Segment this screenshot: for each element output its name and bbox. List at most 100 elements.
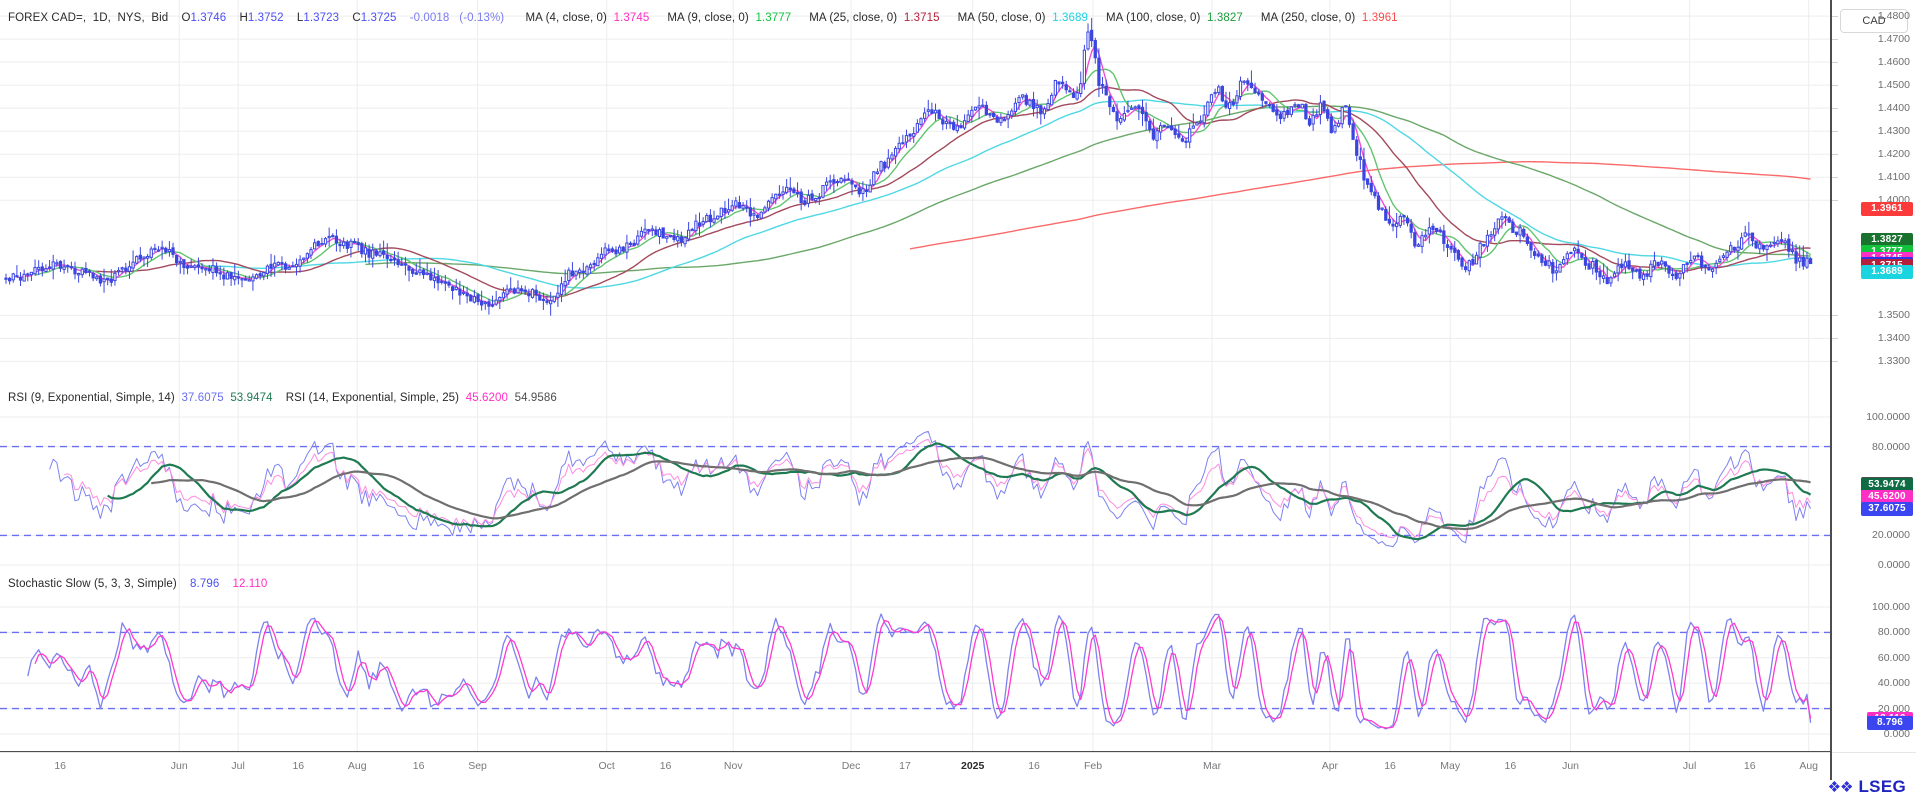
time-axis-label: 16 (1504, 760, 1517, 772)
time-axis-label: Oct (598, 760, 615, 772)
price-axis[interactable]: CAD 1.4800 1.4700 1.4600 1.4500 1.4400 1.4300… (1830, 0, 1916, 389)
interval-label[interactable]: 1D (92, 12, 108, 24)
low-key: L (296, 12, 304, 24)
stochastic-value-tag-1[interactable]: 8.796 (1867, 715, 1913, 730)
rsi-value-tag-2[interactable]: 45.6200 (1861, 490, 1913, 505)
time-axis-label: Dec (841, 760, 861, 772)
ma-legend-value-5: 1.3961 (1361, 12, 1398, 24)
ma-legend-label-0[interactable]: MA (4, close, 0) (525, 12, 607, 24)
tick-mark (1832, 177, 1838, 179)
price-value-tag-1[interactable]: 1.3827 (1861, 233, 1913, 248)
time-axis[interactable]: 16 Jun Jul 16 Aug 16 Sep Oct 16 Nov Dec 17 2025 16 Feb… (0, 752, 1916, 781)
rsi-legend-label-1[interactable]: RSI (14, Exponential, Simple, 25) (285, 392, 460, 404)
rsi-value-tag-3[interactable]: 37.6075 (1861, 502, 1913, 517)
rsi-legend-value-a-0: 37.6075 (181, 392, 224, 404)
rsi-legend-value-b-1: 54.9586 (514, 392, 557, 404)
time-axis-label: Jul (231, 760, 245, 772)
change-value: -0.0018 (409, 12, 450, 24)
price-plot[interactable] (0, 0, 1830, 389)
tick-mark (1832, 154, 1838, 156)
stochastic-tick-label: 80.000 (1877, 626, 1910, 639)
tick-mark (1832, 315, 1838, 317)
tick-mark (1832, 39, 1838, 41)
change-percent: (-0.13%) (459, 12, 505, 24)
high-key: H (239, 12, 248, 24)
rsi-panel: 100.0000 80.0000 20.0000 0.0000 54.9586 53.94… (0, 389, 1916, 575)
price-value-tag-6[interactable]: 1.3689 (1861, 264, 1913, 279)
price-value-tag-0[interactable]: 1.3961 (1861, 202, 1913, 217)
stochastic-plot[interactable] (0, 575, 1830, 752)
rsi-tick-label: 100.0000 (1866, 411, 1910, 423)
rsi-tick-label: 20.0000 (1872, 529, 1910, 542)
price-panel: CAD 1.4800 1.4700 1.4600 1.4500 1.4400 1.4300… (0, 0, 1916, 389)
ma-legend-value-0: 1.3745 (613, 12, 650, 24)
ma-legend-value-4: 1.3827 (1207, 12, 1243, 24)
price-tick-label: 1.3500 (1877, 309, 1910, 322)
quote-side-label: Bid (151, 12, 169, 24)
ma-legend-label-5[interactable]: MA (250, close, 0) (1260, 12, 1356, 24)
price-tick-label: 1.4700 (1877, 33, 1910, 46)
rsi-plot[interactable] (0, 389, 1830, 575)
axis-rule (1830, 0, 1832, 389)
time-axis-label: Jun (1562, 760, 1579, 772)
price-tick-label: 1.4200 (1877, 148, 1910, 161)
rsi-value-tag-1[interactable]: 53.9474 (1861, 478, 1913, 493)
time-axis-label: 16 (412, 760, 425, 772)
stochastic-tick-label: 100.000 (1872, 601, 1910, 613)
rsi-legend-value-b-0: 53.9474 (230, 392, 273, 404)
time-axis-label: Apr (1321, 760, 1339, 772)
ma-legend-value-1: 1.3777 (755, 12, 792, 24)
currency-badge: CAD (1840, 9, 1908, 33)
stochastic-tick-label: 40.000 (1877, 677, 1910, 690)
time-axis-label: May (1440, 760, 1461, 772)
axis-rule (1830, 575, 1832, 752)
rsi-axis[interactable]: 100.000080.000020.00000.000054.958653.94… (1830, 389, 1916, 575)
tick-mark (1832, 62, 1838, 64)
tick-mark (1832, 108, 1838, 110)
high-value: 1.3752 (247, 12, 284, 24)
time-axis-label: 17 (899, 760, 911, 772)
tick-mark (1832, 338, 1838, 340)
ma-legend-label-2[interactable]: MA (25, close, 0) (809, 12, 898, 24)
price-tick-label: 1.4600 (1877, 56, 1910, 69)
rsi-legend-label-0[interactable]: RSI (9, Exponential, Simple, 14) (8, 392, 175, 404)
price-tick-label: 1.3400 (1877, 332, 1910, 345)
price-tick-label: 1.4400 (1877, 102, 1910, 115)
stochastic-label[interactable]: Stochastic Slow (5, 3, 3, Simple) (8, 578, 177, 590)
stochastic-d-value: 12.110 (232, 578, 268, 590)
ma-legend-label-4[interactable]: MA (100, close, 0) (1105, 12, 1201, 24)
time-axis-label: 16 (54, 760, 66, 772)
close-value: 1.3725 (360, 12, 397, 24)
stochastic-k-value: 8.796 (190, 578, 220, 590)
symbol-label[interactable]: FOREX CAD= (8, 12, 83, 24)
exchange-label: NYS (117, 12, 142, 24)
time-axis-label: 16 (1028, 760, 1040, 772)
ma-legend-label-1[interactable]: MA (9, close, 0) (667, 12, 749, 24)
time-axis-label: 2025 (960, 760, 985, 772)
time-axis-label: Jun (170, 760, 188, 772)
time-axis-label: Sep (468, 760, 487, 772)
open-key: O (181, 12, 191, 24)
close-key: C (352, 12, 361, 24)
open-value: 1.3746 (190, 12, 227, 24)
stochastic-panel: 100.000 80.000 60.000 40.000 20.000 0.000 12.1… (0, 575, 1916, 752)
tick-mark (1832, 131, 1838, 133)
rsi-header-legend: RSI (9, Exponential, Simple, 14) 37.6075… (8, 392, 557, 404)
price-tick-label: 1.4300 (1877, 125, 1910, 138)
stochastic-tick-label: 60.000 (1877, 651, 1910, 664)
stochastic-axis[interactable]: 100.00080.00060.00040.00020.0000.00012.1… (1830, 575, 1916, 752)
tick-mark (1832, 361, 1838, 363)
time-axis-label: Aug (347, 760, 367, 772)
time-axis-label: Jul (1682, 760, 1697, 772)
rsi-tick-label: 0.0000 (1877, 559, 1910, 571)
price-tick-label: 1.4500 (1877, 79, 1910, 92)
stochastic-header-legend: Stochastic Slow (5, 3, 3, Simple) 8.796 … (8, 578, 267, 590)
time-axis-label: 16 (292, 760, 305, 772)
time-axis-label: Nov (723, 760, 743, 772)
stochastic-tick-label: 20.000 (1877, 702, 1910, 715)
stochastic-tick-label: 0.000 (1883, 728, 1910, 740)
ma-legend-label-3[interactable]: MA (50, close, 0) (957, 12, 1046, 24)
time-axis-label: Aug (1799, 760, 1819, 772)
tick-mark (1832, 16, 1838, 18)
